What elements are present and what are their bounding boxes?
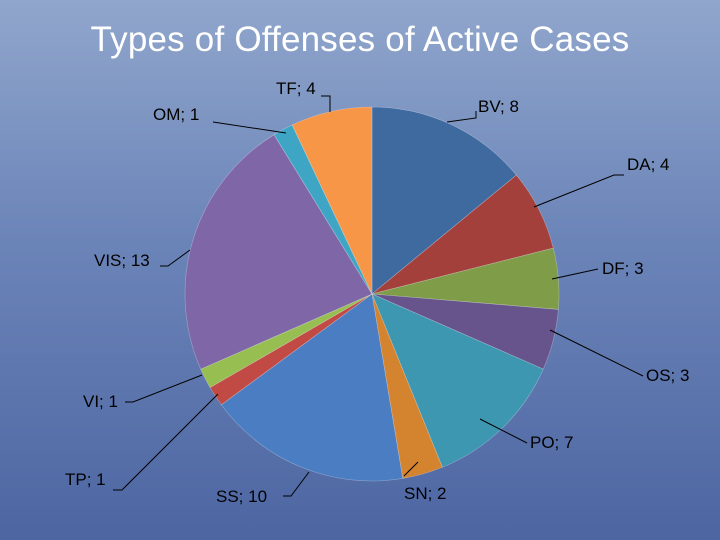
leader-line-vis	[160, 249, 191, 267]
data-label-sn: SN; 2	[404, 484, 447, 503]
leader-line-da	[533, 174, 624, 208]
data-label-ss: SS; 10	[216, 487, 267, 506]
leader-lines	[113, 95, 644, 497]
pie-slice-po	[371, 293, 544, 468]
data-label-df: DF; 3	[602, 259, 644, 278]
pie-slice-tf	[291, 106, 373, 295]
data-label-om: OM; 1	[153, 105, 199, 124]
leader-line-tf	[321, 95, 331, 112]
leader-line-df	[551, 268, 599, 280]
pie-slice-da	[371, 174, 554, 295]
pie-slice-ss	[220, 293, 404, 482]
data-labels: BV; 8 DA; 4 DF; 3 OS; 3 PO; 7 SN; 2 SS; 10 TP; …	[65, 79, 689, 506]
pie-slice-bv	[371, 106, 517, 295]
data-label-tf: TF; 4	[276, 79, 316, 98]
leader-line-bv	[446, 111, 477, 123]
leader-line-os	[549, 329, 644, 377]
data-label-vis: VIS; 13	[94, 251, 150, 270]
data-label-tp: TP; 1	[65, 470, 106, 489]
leader-line-sn	[403, 461, 419, 477]
leader-line-vi	[125, 374, 203, 403]
leader-line-ss	[283, 471, 310, 497]
chart-title: Types of Offenses of Active Cases	[90, 20, 630, 59]
pie-slice-vis	[184, 134, 373, 370]
pie-slice-sn	[371, 293, 443, 479]
pie-slice-df	[371, 247, 560, 310]
data-label-os: OS; 3	[646, 366, 689, 385]
data-label-bv: BV; 8	[478, 97, 519, 116]
pie-slice-om	[273, 124, 373, 295]
leader-line-po	[479, 418, 528, 444]
pie-slice-vi	[200, 293, 373, 388]
pie-slices	[184, 106, 560, 482]
leader-line-tp	[113, 393, 219, 491]
data-label-da: DA; 4	[627, 155, 670, 174]
data-label-po: PO; 7	[530, 433, 573, 452]
pie-slice-os	[371, 293, 559, 370]
leader-line-om	[212, 121, 287, 134]
data-label-vi: VI; 1	[83, 392, 118, 411]
